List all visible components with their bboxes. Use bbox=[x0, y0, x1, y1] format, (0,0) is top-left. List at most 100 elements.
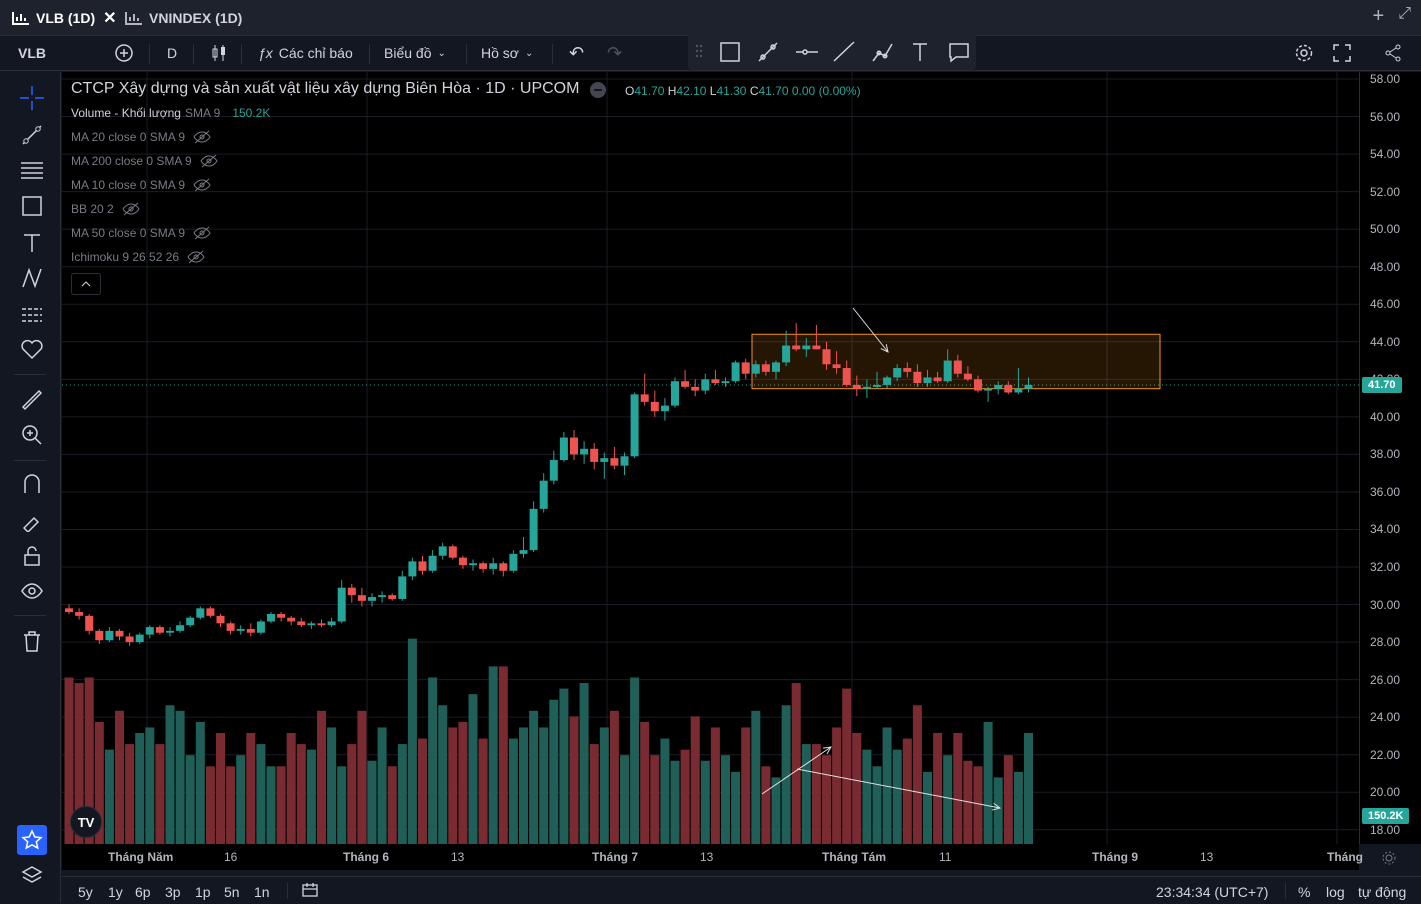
fib-tool-icon[interactable] bbox=[18, 156, 46, 184]
lock-icon[interactable] bbox=[18, 542, 46, 570]
range-5n[interactable]: 5n bbox=[224, 884, 240, 900]
trend-line-tool-icon[interactable] bbox=[18, 121, 46, 149]
layout-dropdown[interactable]: Biểu đồ ⌄ bbox=[384, 36, 446, 70]
symbol-search[interactable]: VLB bbox=[18, 45, 46, 61]
legend-ma10[interactable]: MA 10 close 0 SMA 9 bbox=[71, 178, 211, 192]
rectangle-icon[interactable] bbox=[720, 42, 740, 62]
volume-bar bbox=[650, 755, 660, 844]
indicators-button[interactable]: ƒx Các chỉ báo bbox=[258, 36, 353, 70]
legend-text: MA 50 close 0 SMA 9 bbox=[71, 226, 186, 240]
maximize-icon[interactable]: ⤢ bbox=[1398, 5, 1411, 22]
volume-bar bbox=[407, 638, 417, 844]
crosshair-icon[interactable] bbox=[18, 84, 46, 112]
redo-icon[interactable]: ↷ bbox=[607, 42, 623, 63]
time-axis[interactable]: Tháng Năm 16 Tháng 6 13 Tháng 7 13 Tháng Tám 11… bbox=[62, 844, 1363, 870]
legend-ichimoku[interactable]: Ichimoku 9 26 52 26 bbox=[71, 250, 205, 264]
shapes-tool-icon[interactable] bbox=[18, 192, 46, 220]
minus-icon[interactable] bbox=[590, 82, 606, 98]
tab-vlb[interactable]: VLB (1D) ✕ bbox=[12, 0, 117, 35]
volume-bar bbox=[822, 755, 831, 844]
close-icon[interactable]: ✕ bbox=[103, 9, 117, 27]
layers-icon[interactable] bbox=[18, 862, 46, 890]
candle-body bbox=[842, 368, 851, 385]
legend-ma50[interactable]: MA 50 close 0 SMA 9 bbox=[71, 226, 211, 240]
price-axis[interactable]: 58.00 56.00 54.00 52.00 50.00 48.00 46.00 44.00… bbox=[1359, 72, 1421, 844]
legend-volume[interactable]: Volume - Khối lượng SMA 9 150.2K bbox=[71, 106, 270, 120]
legend-ma200[interactable]: MA 200 close 0 SMA 9 bbox=[71, 154, 218, 168]
profile-dropdown[interactable]: Hồ sơ ⌄ bbox=[481, 36, 533, 70]
eye-hidden-icon[interactable] bbox=[193, 178, 211, 192]
candle-body bbox=[317, 623, 326, 626]
chart-type-button[interactable] bbox=[210, 36, 228, 70]
candle-body bbox=[85, 615, 94, 631]
range-1y[interactable]: 1y bbox=[108, 884, 123, 900]
magnet-icon[interactable] bbox=[18, 470, 46, 498]
fullscreen-icon[interactable] bbox=[1333, 36, 1351, 70]
drag-handle-icon[interactable] bbox=[695, 44, 703, 58]
collapse-legend-button[interactable] bbox=[71, 273, 101, 295]
time-tick-label: Tháng 7 bbox=[592, 850, 639, 864]
chart-pane[interactable] bbox=[62, 72, 1359, 844]
profile-label: Hồ sơ bbox=[481, 45, 519, 61]
volume-bar bbox=[569, 716, 579, 844]
candle-body bbox=[347, 587, 356, 596]
zoom-in-icon[interactable] bbox=[18, 421, 46, 449]
goto-date-icon[interactable] bbox=[302, 882, 320, 901]
range-6p[interactable]: 6p bbox=[135, 884, 151, 900]
auto-scale-toggle[interactable]: tự động bbox=[1358, 884, 1407, 900]
text-tool-icon[interactable] bbox=[18, 229, 46, 257]
tab-vnindex[interactable]: VNINDEX (1D) bbox=[125, 0, 242, 35]
legend-ma20[interactable]: MA 20 close 0 SMA 9 bbox=[71, 130, 211, 144]
range-1p[interactable]: 1p bbox=[195, 884, 211, 900]
candle-body bbox=[812, 345, 821, 350]
eye-hidden-icon[interactable] bbox=[200, 154, 218, 168]
candle-body bbox=[196, 608, 205, 618]
line-icon[interactable] bbox=[833, 41, 855, 62]
heart-icon[interactable] bbox=[18, 336, 46, 364]
lock-drawings-icon[interactable] bbox=[18, 506, 46, 534]
volume-bar bbox=[902, 738, 912, 844]
add-tab-icon[interactable]: + bbox=[1372, 5, 1385, 27]
volume-bar bbox=[135, 733, 145, 844]
compare-button[interactable] bbox=[114, 36, 134, 70]
trend-line-icon[interactable] bbox=[758, 42, 778, 62]
callout-icon[interactable] bbox=[949, 43, 969, 63]
range-5y[interactable]: 5y bbox=[78, 884, 93, 900]
candle-body bbox=[378, 595, 387, 598]
price-tick-label: 24.00 bbox=[1370, 710, 1401, 725]
legend-bb[interactable]: BB 20 2 bbox=[71, 202, 140, 216]
eye-icon[interactable] bbox=[18, 577, 46, 605]
interval-button[interactable]: D bbox=[167, 45, 178, 61]
volume-bar bbox=[306, 749, 316, 844]
price-tick-label: 38.00 bbox=[1370, 447, 1401, 462]
eye-hidden-icon[interactable] bbox=[193, 226, 211, 240]
trash-icon[interactable] bbox=[18, 627, 46, 655]
undo-icon[interactable]: ↶ bbox=[569, 42, 585, 63]
text-icon[interactable] bbox=[913, 43, 927, 61]
volume-bar bbox=[771, 777, 781, 844]
candle-body bbox=[600, 458, 609, 462]
eye-hidden-icon[interactable] bbox=[193, 130, 211, 144]
settings-icon[interactable] bbox=[1294, 36, 1314, 70]
chart-title: CTCP Xây dựng và sản xuất vật liệu xây d… bbox=[71, 80, 580, 97]
range-3p[interactable]: 3p bbox=[165, 884, 181, 900]
chart-canvas[interactable] bbox=[62, 72, 1359, 844]
pattern-tool-icon[interactable] bbox=[18, 264, 46, 292]
percent-toggle[interactable]: % bbox=[1298, 884, 1311, 900]
favorites-star-icon[interactable] bbox=[17, 825, 47, 855]
eye-hidden-icon[interactable] bbox=[122, 202, 140, 216]
prediction-tool-icon[interactable] bbox=[18, 301, 46, 329]
axis-settings-icon[interactable] bbox=[1381, 850, 1397, 871]
clock-display[interactable]: 23:34:34 (UTC+7) bbox=[1156, 884, 1269, 900]
range-1n[interactable]: 1n bbox=[254, 884, 270, 900]
log-toggle[interactable]: log bbox=[1326, 884, 1345, 900]
ruler-icon[interactable] bbox=[18, 386, 46, 414]
tradingview-logo-icon[interactable]: TV bbox=[70, 806, 102, 838]
chart-icon bbox=[12, 11, 29, 25]
path-icon[interactable] bbox=[872, 43, 893, 62]
volume-bar bbox=[872, 766, 882, 844]
share-icon[interactable] bbox=[1384, 36, 1402, 70]
drawing-toolbar bbox=[688, 34, 976, 70]
eye-hidden-icon[interactable] bbox=[187, 250, 205, 264]
horizontal-ray-icon[interactable] bbox=[796, 49, 818, 55]
